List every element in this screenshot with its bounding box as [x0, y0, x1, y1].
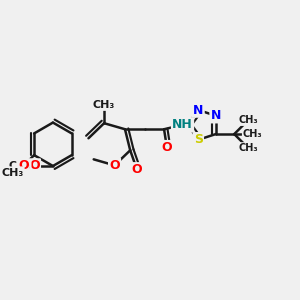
Text: O: O — [18, 160, 28, 172]
Text: CH₃: CH₃ — [93, 100, 115, 110]
Text: CH₃: CH₃ — [238, 143, 258, 153]
Text: N: N — [211, 109, 221, 122]
Text: CH₃: CH₃ — [1, 167, 23, 178]
Text: N: N — [193, 103, 203, 116]
Text: O: O — [109, 159, 120, 172]
Text: O: O — [162, 141, 172, 154]
Text: CH₃: CH₃ — [243, 129, 262, 139]
Text: O: O — [132, 163, 142, 176]
Text: S: S — [194, 133, 203, 146]
Text: CH₃: CH₃ — [8, 161, 30, 171]
Text: O: O — [29, 160, 40, 172]
Text: NH: NH — [172, 118, 193, 131]
Text: CH₃: CH₃ — [238, 115, 258, 125]
